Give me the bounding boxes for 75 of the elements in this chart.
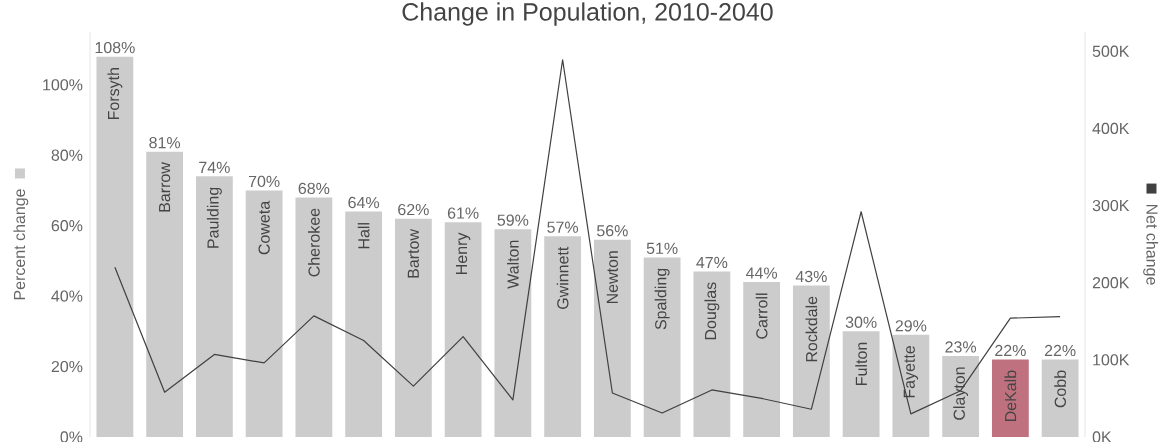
y2-tick-label: 0K (1092, 431, 1112, 442)
bar (444, 222, 482, 437)
x-tick-label: Newton (606, 251, 618, 304)
data-label: 59% (497, 214, 529, 226)
data-label: 30% (845, 316, 877, 328)
data-label: 44% (745, 267, 778, 279)
x-tick-label: Clayton (953, 367, 969, 420)
x-tick-label: Henry (455, 232, 471, 274)
x-tick-label: Fayette (903, 345, 919, 398)
bar (146, 151, 184, 437)
bar (245, 190, 283, 437)
bar (842, 331, 880, 437)
x-tick-label: Douglas (704, 282, 720, 340)
data-label: 22% (995, 344, 1026, 357)
bar (892, 334, 930, 437)
y-tick-label: 100% (43, 79, 83, 91)
bar (1041, 359, 1079, 437)
x-tick-label: DeKalb (1004, 370, 1017, 422)
x-tick-label: Walton (506, 240, 519, 289)
x-tick-label: Spalding (654, 268, 670, 330)
bar (295, 197, 333, 437)
y-tick-label: 0% (60, 431, 83, 442)
data-label: 22% (1044, 344, 1076, 357)
data-label: 47% (696, 256, 728, 269)
data-label: 68% (298, 182, 330, 195)
x-tick-label: Rockdale (805, 296, 818, 362)
data-label: 61% (447, 207, 479, 219)
data-label: 57% (547, 221, 579, 233)
y2-tick-label: 100K (1093, 354, 1130, 366)
data-label: 74% (199, 161, 230, 173)
x-tick-label: Cobb (1054, 370, 1066, 408)
x-tick-label: Paulding (206, 187, 222, 248)
data-label: 70% (248, 175, 280, 188)
x-tick-label: Gwinnett (556, 246, 569, 309)
data-label: 62% (398, 203, 429, 216)
y2-tick-label: 300K (1092, 199, 1130, 212)
y-axis-title: Percent change (13, 189, 29, 300)
x-tick-label: Fulton (855, 342, 867, 385)
data-label: 108% (95, 41, 135, 54)
data-label: 64% (348, 196, 380, 209)
data-label: 29% (895, 320, 927, 332)
bar (544, 236, 582, 437)
bar (792, 285, 830, 437)
bar (394, 218, 432, 437)
y-tick-label: 20% (51, 360, 83, 373)
x-tick-label: Forsyth (107, 68, 123, 120)
y-tick-label: 60% (51, 220, 83, 232)
data-label: 43% (795, 270, 827, 283)
chart-title: Change in Population, 2010-2040 (402, 2, 773, 26)
bar (195, 176, 233, 437)
x-tick-label: Carroll (755, 293, 768, 339)
x-tick-label: Coweta (258, 200, 270, 255)
x-tick-label: Cherokee (307, 208, 320, 277)
data-label: 56% (596, 225, 628, 237)
y2-tick-label: 500K (1092, 45, 1130, 57)
y-tick-label: 80% (51, 149, 83, 161)
bar (743, 282, 781, 437)
y2-tick-label: 400K (1092, 122, 1130, 135)
bar (494, 229, 532, 437)
data-label: 51% (646, 242, 678, 254)
y2-axis-title: Net change (1143, 204, 1159, 285)
bar (345, 211, 383, 437)
bar (643, 257, 681, 437)
data-label: 81% (149, 137, 181, 149)
x-tick-label: Barrow (159, 162, 171, 212)
x-tick-label: Hall (357, 223, 370, 249)
bar (96, 56, 134, 437)
x-tick-label: Bartow (407, 228, 419, 278)
bar (693, 271, 731, 437)
y-tick-label: 40% (51, 290, 83, 302)
bar (593, 239, 631, 437)
data-label: 23% (945, 341, 977, 353)
bar (942, 355, 980, 437)
bar (991, 359, 1029, 437)
y2-tick-label: 200K (1092, 277, 1130, 289)
